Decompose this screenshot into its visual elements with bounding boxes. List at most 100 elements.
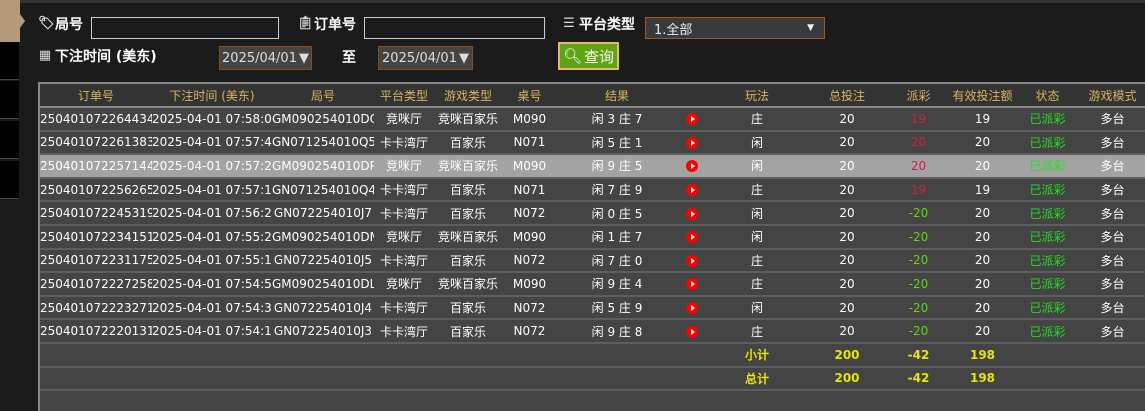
- round-id: GN072254010J5: [272, 248, 374, 274]
- sidebar-active-tab[interactable]: [0, 0, 25, 42]
- column-header: 状态: [1015, 84, 1080, 108]
- replay-cell: [677, 319, 707, 344]
- empty-cell: [272, 366, 374, 392]
- table-row[interactable]: 250401072223271 2025-04-01 07:54:35 GN0722…: [40, 295, 1145, 321]
- table-row[interactable]: 250401072256265 2025-04-01 07:57:18 GN0712…: [40, 177, 1145, 203]
- order-input[interactable]: [364, 17, 545, 39]
- bet-time: 2025-04-01 07:56:27: [152, 201, 272, 226]
- query-button[interactable]: 🔍︎ 查询: [558, 42, 619, 70]
- round-id: GN072254010J7: [272, 201, 374, 226]
- play-video-icon[interactable]: [686, 113, 698, 126]
- game-mode: 多台: [1080, 272, 1145, 297]
- status: 已派彩: [1015, 201, 1080, 226]
- order-id: 250401072261383: [40, 130, 152, 156]
- replay-cell: [677, 154, 707, 179]
- play-video-icon[interactable]: [686, 325, 698, 338]
- table-row[interactable]: 250401072264434 2025-04-01 07:58:02 GM0902…: [40, 107, 1145, 132]
- play-video-icon[interactable]: [686, 184, 698, 197]
- replay-cell: [677, 177, 707, 203]
- total-bet: 20: [807, 154, 887, 179]
- platform: 卡卡湾厅: [374, 201, 434, 226]
- sidebar-item[interactable]: [0, 161, 19, 199]
- total-payout: -42: [887, 366, 950, 392]
- result: 闲 7 庄 0: [557, 248, 677, 274]
- play-video-icon[interactable]: [686, 254, 698, 267]
- sidebar-item[interactable]: [0, 42, 19, 80]
- bet-type: 庄: [707, 272, 807, 297]
- play-video-icon[interactable]: [686, 278, 698, 291]
- empty-cell: [502, 342, 557, 368]
- platform-select[interactable]: 1.全部 ▼: [645, 17, 825, 39]
- table-id: M090: [502, 272, 557, 297]
- result: 闲 9 庄 4: [557, 272, 677, 297]
- empty-cell: [434, 366, 502, 392]
- column-header: 结果: [557, 84, 677, 108]
- caret-down-icon: ▼: [298, 50, 309, 66]
- table-row[interactable]: 250401072220131 2025-04-01 07:54:16 GN0722…: [40, 319, 1145, 344]
- table-row[interactable]: 250401072261383 2025-04-01 07:57:49 GN0712…: [40, 130, 1145, 156]
- bet-type: 闲: [707, 130, 807, 156]
- sidebar-item[interactable]: [0, 81, 19, 119]
- column-header: [677, 84, 707, 108]
- table-row[interactable]: 250401072245319 2025-04-01 07:56:27 GN0722…: [40, 201, 1145, 226]
- valid-bet: 20: [950, 248, 1015, 274]
- empty-cell: [1080, 366, 1145, 392]
- bet-type: 庄: [707, 248, 807, 274]
- status: 已派彩: [1015, 272, 1080, 297]
- table-id: N071: [502, 177, 557, 203]
- payout: 19: [887, 177, 950, 203]
- total-total-bet: 200: [807, 366, 887, 392]
- table-id: M090: [502, 154, 557, 179]
- table-id: N072: [502, 295, 557, 321]
- round-label-text: 局号: [55, 17, 83, 33]
- play-video-icon[interactable]: [686, 160, 698, 173]
- game-type: 竞咪百家乐: [434, 224, 502, 250]
- date-to-picker[interactable]: 2025/04/01 ▼: [378, 46, 473, 70]
- game-type: 竞咪百家乐: [434, 107, 502, 132]
- valid-bet: 19: [950, 177, 1015, 203]
- table-row[interactable]: 250401072257144 2025-04-01 07:57:22 GM0902…: [40, 154, 1145, 179]
- column-header: 总投注: [807, 84, 887, 108]
- table-id: N071: [502, 130, 557, 156]
- platform: 卡卡湾厅: [374, 319, 434, 344]
- payout: -20: [887, 272, 950, 297]
- game-type: 百家乐: [434, 295, 502, 321]
- round-id: GN072254010J4: [272, 295, 374, 321]
- round-input[interactable]: [91, 17, 279, 39]
- result: 闲 5 庄 1: [557, 130, 677, 156]
- status: 已派彩: [1015, 224, 1080, 250]
- play-video-icon[interactable]: [686, 302, 698, 315]
- table-row[interactable]: 250401072234151 2025-04-01 07:55:28 GM0902…: [40, 224, 1145, 250]
- platform: 卡卡湾厅: [374, 248, 434, 274]
- date-from-picker[interactable]: 2025/04/01 ▼: [219, 46, 312, 70]
- order-id: 250401072256265: [40, 177, 152, 203]
- table-row[interactable]: 250401072231175 2025-04-01 07:55:11 GN0722…: [40, 248, 1145, 274]
- table-row[interactable]: 250401072227258 2025-04-01 07:54:53 GM0902…: [40, 272, 1145, 297]
- bet-time: 2025-04-01 07:57:49: [152, 130, 272, 156]
- bet-type: 闲: [707, 295, 807, 321]
- empty-cell: [1015, 366, 1080, 392]
- game-mode: 多台: [1080, 201, 1145, 226]
- column-header: 桌号: [502, 84, 557, 108]
- status: 已派彩: [1015, 177, 1080, 203]
- play-video-icon[interactable]: [686, 231, 698, 244]
- game-type: 竞咪百家乐: [434, 272, 502, 297]
- round-id: GN072254010J3: [272, 319, 374, 344]
- replay-cell: [677, 130, 707, 156]
- bets-table: 订单号 下注时间 (美东) 局号 平台类型 游戏类型 桌号 结果 玩法 总投注 派彩 有效投注额 状态…: [38, 82, 1145, 411]
- payout: -20: [887, 201, 950, 226]
- total-row: 总计 200 -42 198: [40, 366, 1145, 392]
- play-video-icon[interactable]: [686, 207, 698, 220]
- table-id: M090: [502, 107, 557, 132]
- valid-bet: 19: [950, 107, 1015, 132]
- replay-cell: [677, 248, 707, 274]
- total-bet: 20: [807, 272, 887, 297]
- order-id: 250401072257144: [40, 154, 152, 179]
- order-id: 250401072264434: [40, 107, 152, 132]
- caret-down-icon: ▼: [458, 50, 469, 66]
- empty-cell: [152, 342, 272, 368]
- play-video-icon[interactable]: [686, 136, 698, 149]
- total-bet: 20: [807, 130, 887, 156]
- sidebar-item[interactable]: [0, 121, 19, 159]
- game-mode: 多台: [1080, 224, 1145, 250]
